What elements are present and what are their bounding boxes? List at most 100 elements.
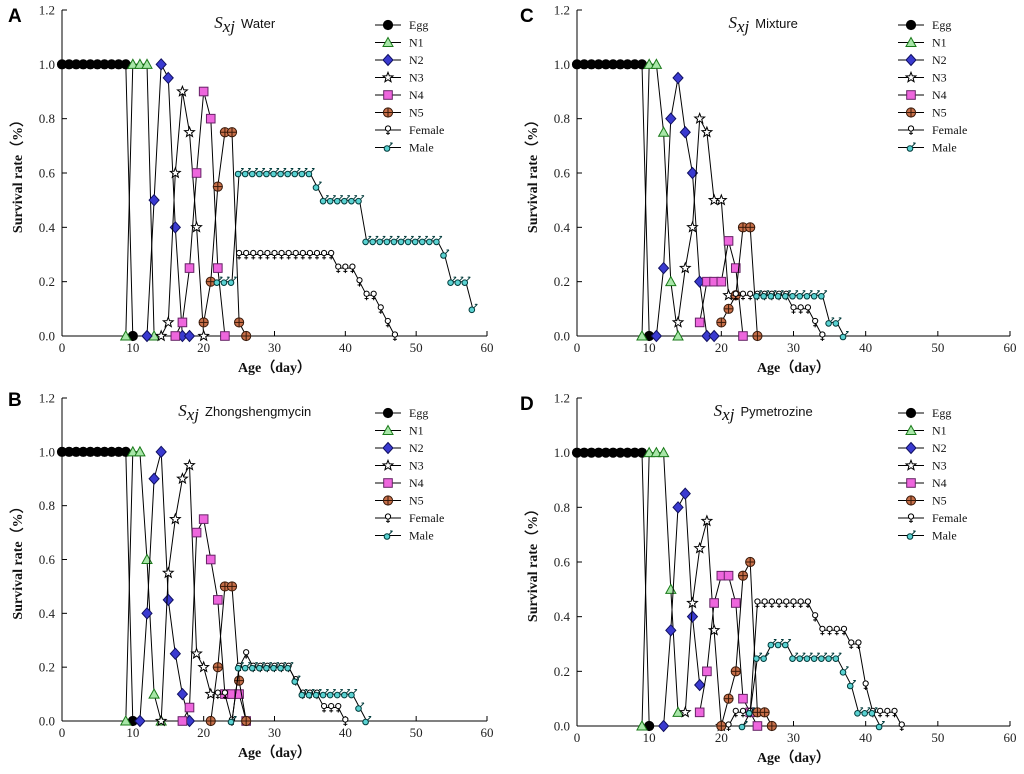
series-n5-point: [219, 127, 231, 138]
series-n3-line: [160, 91, 205, 337]
series-male-point: [305, 168, 315, 178]
series-male: [213, 168, 478, 314]
series-n2-point: [672, 501, 684, 514]
panel-letter: B: [8, 390, 22, 411]
series-n3: [671, 112, 735, 328]
series-n2-point: [169, 647, 182, 660]
chart-title-symbol: S: [178, 401, 187, 420]
series-female-point: [840, 625, 848, 636]
series-female-point: [739, 290, 747, 301]
series-male-point: [319, 689, 329, 699]
legend-marker: [382, 107, 394, 118]
legend-marker: [905, 107, 917, 118]
legend-label: N2: [932, 441, 947, 455]
legend-label: Female: [409, 511, 444, 525]
legend-label: N4: [409, 88, 424, 102]
series-n4-point: [205, 554, 216, 565]
legend-item-male: Male: [375, 141, 434, 155]
series-female: [214, 649, 349, 726]
series-egg: [56, 59, 138, 342]
y-tick-label: 0.2: [39, 660, 55, 675]
x-tick-label: 40: [339, 725, 352, 740]
series-n5-point: [226, 127, 238, 138]
legend-item-male: Male: [898, 529, 957, 543]
x-tick-label: 60: [1004, 730, 1017, 745]
series-n4: [170, 86, 230, 341]
legend-item-egg: Egg: [375, 18, 428, 32]
series-male-point: [234, 662, 244, 672]
series-male-point: [767, 639, 777, 649]
series-female-point: [812, 612, 819, 622]
legend-marker: [906, 90, 916, 100]
legend-item-n2: N2: [898, 53, 947, 67]
series-n3-point: [197, 329, 210, 342]
series-male-point: [376, 235, 386, 246]
series-male-point: [348, 689, 358, 699]
legend-item-n4: N4: [898, 476, 947, 490]
series-n2-point: [686, 610, 699, 623]
series-n5-point: [737, 570, 749, 581]
panel-letter: C: [520, 6, 534, 27]
x-tick-label: 30: [787, 730, 800, 745]
series-n3-point: [154, 714, 168, 727]
series-female-point: [790, 598, 797, 608]
series-male-point: [767, 290, 777, 300]
series-n4-point: [220, 331, 230, 341]
series-n1-line: [125, 451, 162, 722]
series-n4-point: [184, 263, 195, 273]
x-axis-title: Age（day）: [238, 360, 311, 376]
series-male-point: [234, 168, 244, 178]
series-n4-point: [191, 168, 202, 178]
y-tick-label: 0.8: [554, 500, 570, 515]
series-n4-point: [694, 707, 705, 718]
series-female-point: [804, 304, 812, 314]
series-n3-point: [183, 458, 196, 471]
legend-item-n5: N5: [898, 494, 947, 508]
series-female-point: [797, 304, 804, 314]
series-female-point: [739, 707, 747, 718]
series-n4-point: [730, 263, 741, 273]
series-n5-point: [766, 720, 777, 732]
series-n3-point: [700, 514, 714, 527]
series-n1-point: [650, 446, 663, 458]
series-female-point: [884, 707, 891, 718]
x-tick-label: 30: [268, 340, 281, 355]
chart-title: Sxj Water: [214, 13, 276, 36]
y-axis-title: Survival rate（%）: [10, 499, 26, 619]
series-egg-line: [577, 452, 650, 727]
panel-b: B 0.0 0.2 0.4 0.6 0.8 1.0 1.2 0 10 20 30 40 50 60 Age（d…: [8, 390, 494, 761]
legend-marker: [906, 478, 916, 488]
series-n3-point: [715, 193, 728, 206]
series-n2-point: [162, 593, 174, 607]
series-male-line: [757, 294, 845, 337]
legend-marker: [905, 19, 917, 31]
legend: Egg N1 N2 N3 N4 N5 Female Male: [898, 406, 967, 543]
series-male-point: [341, 689, 351, 699]
series-female-point: [335, 263, 342, 274]
series-male-point: [270, 168, 280, 178]
y-tick-label: 0.8: [39, 111, 55, 126]
series-n3-point: [183, 125, 196, 138]
series-n2-point: [134, 714, 146, 728]
x-tick-label: 0: [574, 340, 581, 355]
series-female-point: [819, 331, 826, 341]
panel-d: D 0.0 0.2 0.4 0.6 0.8 1.0 1.2 0 10 20 30 40 50 60 Age（d…: [520, 391, 1017, 767]
series-n4: [694, 570, 763, 731]
series-n2-point: [665, 624, 677, 637]
series-n1-point: [672, 329, 684, 341]
legend-item-female: Female: [898, 123, 967, 137]
legend-label: N1: [409, 36, 424, 50]
series-male-point: [454, 276, 464, 286]
y-tick-label: 0.0: [39, 329, 55, 344]
series-male-point: [263, 662, 273, 672]
legend-marker: [382, 19, 394, 31]
legend-marker: [382, 53, 394, 67]
legend-marker: [905, 407, 917, 419]
series-female-point: [342, 263, 349, 274]
series-n5-point: [716, 720, 727, 732]
series-male-point: [220, 276, 230, 286]
legend-item-n1: N1: [898, 424, 947, 438]
series-female-point: [768, 598, 775, 608]
series-n5-point: [730, 666, 741, 677]
series-female-point: [848, 639, 855, 649]
